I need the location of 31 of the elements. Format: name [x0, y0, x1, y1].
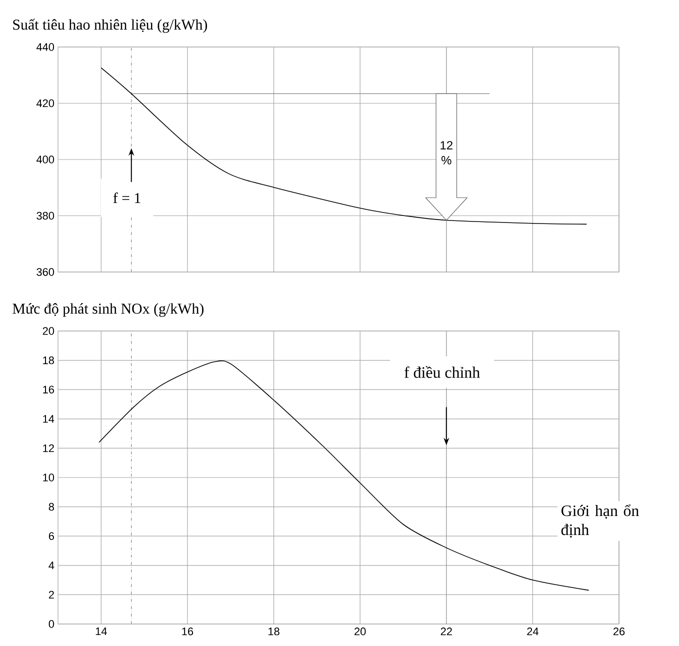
x-tick-label: 16 [182, 628, 194, 636]
x-tick-label: 18 [268, 628, 280, 636]
y-tick-label: 4 [48, 562, 54, 570]
x-tick-label: 22 [440, 628, 452, 636]
annotation: f điều chỉnh [404, 366, 480, 378]
chart-title: Suất tiêu hao nhiên liệu (g/kWh) [13, 18, 208, 33]
line-series [98, 360, 590, 591]
y-tick-label: 0 [48, 620, 54, 628]
y-tick-label: 420 [36, 99, 54, 108]
line-series [100, 67, 588, 225]
y-tick-label: 10 [43, 474, 54, 482]
y-tick-label: 380 [36, 212, 54, 220]
y-tick-label: 8 [48, 502, 54, 511]
y-tick-label: 360 [36, 268, 54, 276]
y-tick-label: 2 [48, 590, 54, 599]
annotation: f = 1 [113, 192, 140, 204]
y-tick-label: 20 [42, 327, 54, 335]
y-tick-label: 12 [43, 444, 54, 452]
y-tick-label: 6 [48, 532, 54, 540]
y-tick-label: 18 [43, 356, 54, 364]
y-tick-label: 14 [43, 415, 54, 423]
y-tick-label: 16 [43, 386, 54, 394]
chart-title: Mức độ phát sinh NOx (g/kWh) [12, 303, 204, 317]
y-tick-label: 440 [36, 43, 54, 51]
x-tick-label: 26 [613, 628, 625, 636]
y-tick-label: 400 [36, 156, 54, 164]
x-tick-label: 24 [527, 628, 538, 636]
annotation: Giới hạn ổn định [561, 504, 639, 538]
x-tick-label: 20 [354, 628, 366, 636]
x-tick-label: 14 [96, 628, 107, 636]
annotation: 12 % [440, 141, 452, 164]
